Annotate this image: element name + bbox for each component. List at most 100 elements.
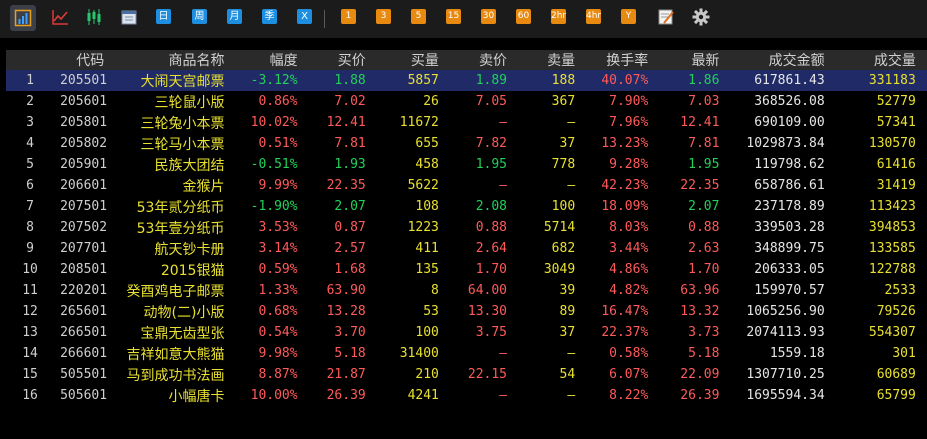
table-row[interactable]: 12 265601 动物(二)小版 0.68% 13.28 53 13.30 89 16.47%…	[6, 301, 927, 322]
cell-last: 1.95	[688, 157, 720, 172]
table-row[interactable]: 4 205802 三轮马小本票 0.51% 7.81 655 7.82 37 13.23% 7.8…	[6, 133, 927, 154]
cell-ask: 3.75	[475, 325, 508, 340]
header-bid-volume[interactable]: 买量	[410, 53, 439, 69]
cell-bid: 21.87	[326, 367, 366, 382]
header-code[interactable]: 代码	[76, 53, 105, 69]
period-x-button[interactable]: X	[297, 9, 312, 24]
table-row[interactable]: 5 205901 民族大团结 -0.51% 1.93 458 1.95 778 9.28% 1.9…	[6, 154, 927, 175]
candlestick-icon[interactable]	[85, 8, 103, 26]
header-volume[interactable]: 成交量	[873, 53, 916, 69]
cell-change: 0.86%	[258, 94, 298, 109]
cell-ask-volume: 682	[551, 241, 576, 256]
toolbar: 日 周 月 季 X 1 3 5 15 30 60 2hr 4hr Y	[0, 0, 927, 38]
header-ask[interactable]: 卖价	[479, 53, 508, 69]
table-row[interactable]: 14 266601 吉祥如意大熊猫 9.98% 5.18 31400 — — 0.58% 5.18…	[6, 343, 927, 364]
cell-index: 5	[26, 157, 34, 172]
cell-bid: 1.68	[334, 262, 366, 277]
header-last[interactable]: 最新	[691, 53, 720, 69]
cell-index: 9	[26, 241, 34, 256]
header-ask-volume[interactable]: 卖量	[547, 53, 576, 69]
hour-2-button[interactable]: 2hr	[551, 9, 566, 24]
bar-chart-icon[interactable]	[10, 5, 36, 31]
cell-open	[920, 259, 927, 280]
notepad-icon[interactable]	[657, 8, 675, 26]
header-bid[interactable]: 买价	[337, 53, 366, 69]
table-body: 1 205501 大闹天宫邮票 -3.12% 1.88 5857 1.89 188 40.07%…	[6, 70, 927, 406]
table-row[interactable]: 16 505601 小幅唐卡 10.00% 26.39 4241 — — 8.22% 26.39 1…	[6, 385, 927, 406]
hour-4-button[interactable]: 4hr	[586, 9, 601, 24]
cell-ask: 2.64	[475, 241, 508, 256]
minute-15-button[interactable]: 15	[446, 9, 461, 24]
cell-turnover: 3.44%	[609, 241, 649, 256]
header-open[interactable]: 开	[920, 50, 927, 70]
cell-index: 6	[26, 178, 34, 193]
cell-index: 1	[26, 73, 34, 88]
cell-code: 505501	[60, 367, 108, 382]
cell-amount: 348899.75	[754, 241, 825, 256]
minute-1-button[interactable]: 1	[341, 9, 356, 24]
year-button[interactable]: Y	[621, 9, 636, 24]
period-month-button[interactable]: 月	[227, 9, 242, 24]
cell-name: 53年壹分纸币	[136, 220, 225, 237]
cell-ask-volume: —	[567, 346, 576, 361]
cell-amount: 690109.00	[754, 115, 825, 130]
table-row[interactable]: 1 205501 大闹天宫邮票 -3.12% 1.88 5857 1.89 188 40.07%…	[6, 70, 927, 91]
minute-3-button[interactable]: 3	[376, 9, 391, 24]
minute-5-button[interactable]: 5	[411, 9, 426, 24]
table-row[interactable]: 13 266501 宝鼎无齿型张 0.54% 3.70 100 3.75 37 22.37% 3.…	[6, 322, 927, 343]
period-quarter-button[interactable]: 季	[262, 9, 277, 24]
table-row[interactable]: 2 205601 三轮鼠小版 0.86% 7.02 26 7.05 367 7.90% 7.03 3…	[6, 91, 927, 112]
gear-icon[interactable]	[692, 8, 710, 26]
table-row[interactable]: 15 505501 马到成功书法画 8.87% 21.87 210 22.15 54 6.07%…	[6, 364, 927, 385]
table-row[interactable]: 8 207502 53年壹分纸币 3.53% 0.87 1223 0.88 5714 8.03%…	[6, 217, 927, 238]
header-turnover[interactable]: 换手率	[606, 53, 649, 69]
cell-bid-volume: 4241	[407, 388, 439, 403]
toolbar-separator	[324, 10, 325, 28]
cell-code: 266601	[60, 346, 108, 361]
header-name[interactable]: 商品名称	[168, 53, 225, 69]
period-week-button[interactable]: 周	[192, 9, 207, 24]
cell-code: 207502	[60, 220, 108, 235]
minute-30-button[interactable]: 30	[481, 9, 496, 24]
cell-bid: 2.07	[334, 199, 366, 214]
cell-open	[920, 364, 927, 385]
cell-open	[920, 133, 927, 154]
cell-ask-volume: 188	[551, 73, 576, 88]
cell-change: 10.00%	[250, 388, 298, 403]
period-day-button[interactable]: 日	[156, 9, 171, 24]
table-row[interactable]: 10 208501 2015银猫 0.59% 1.68 135 1.70 3049 4.86% 1…	[6, 259, 927, 280]
table-row[interactable]: 11 220201 癸酉鸡电子邮票 1.33% 63.90 8 64.00 39 4.82% 63…	[6, 280, 927, 301]
cell-bid: 63.90	[326, 283, 366, 298]
table-row[interactable]: 7 207501 53年贰分纸币 -1.90% 2.07 108 2.08 100 18.09%…	[6, 196, 927, 217]
table-row[interactable]: 3 205801 三轮兔小本票 10.02% 12.41 11672 — — 7.96% 12.4…	[6, 112, 927, 133]
cell-open	[920, 238, 927, 259]
cell-last: 1.86	[688, 73, 720, 88]
cell-bid-volume: 210	[415, 367, 439, 382]
cell-name: 动物(二)小版	[143, 304, 225, 321]
table-row[interactable]: 6 206601 金猴片 9.99% 22.35 5622 — — 42.23% 22.35 658…	[6, 175, 927, 196]
table-row[interactable]: 9 207701 航天钞卡册 3.14% 2.57 411 2.64 682 3.44% 2.63…	[6, 238, 927, 259]
cell-name: 小幅唐卡	[168, 388, 225, 405]
cell-last: 0.88	[688, 220, 720, 235]
cell-turnover: 4.82%	[609, 283, 649, 298]
cell-ask: 1.95	[475, 157, 508, 172]
cell-bid-volume: 655	[415, 136, 439, 151]
cell-volume: 113423	[868, 199, 916, 214]
cell-turnover: 8.03%	[609, 220, 649, 235]
cell-bid-volume: 100	[415, 325, 439, 340]
cell-open	[920, 322, 927, 343]
cell-volume: 122788	[868, 262, 916, 277]
cell-index: 4	[26, 136, 34, 151]
line-chart-icon[interactable]	[51, 8, 69, 26]
header-change[interactable]: 幅度	[269, 53, 298, 69]
header-amount[interactable]: 成交金额	[768, 53, 825, 69]
cell-bid: 7.02	[334, 94, 366, 109]
cell-ask-volume: 367	[551, 94, 576, 109]
cell-open	[920, 154, 927, 175]
cell-last: 2.63	[688, 241, 720, 256]
cell-ask: 13.30	[467, 304, 508, 319]
calendar-icon[interactable]	[120, 8, 138, 26]
cell-change: 3.53%	[258, 220, 298, 235]
minute-60-button[interactable]: 60	[516, 9, 531, 24]
cell-bid: 13.28	[326, 304, 366, 319]
